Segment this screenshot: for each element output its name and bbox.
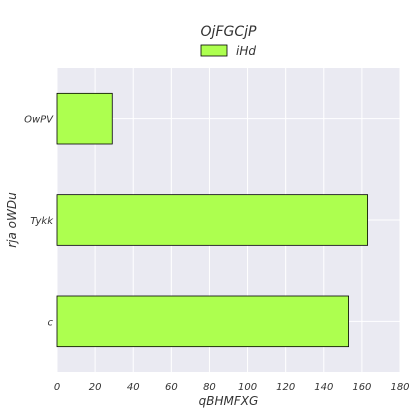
x-tick-label: 100 (238, 382, 257, 393)
x-tick-label: 180 (390, 382, 409, 393)
y-tick-label: OwPV (24, 115, 54, 126)
y-axis-title: rja oWDu (5, 192, 19, 248)
bars (56, 92, 369, 348)
legend-label: iHd (236, 44, 256, 58)
x-axis-title: qBHMFXG (199, 394, 259, 408)
x-tick-label: 140 (314, 382, 333, 393)
y-tick-labels: OwPV Tykk c (24, 115, 54, 329)
x-tick-label: 20 (89, 382, 102, 393)
x-tick-label: 120 (276, 382, 295, 393)
x-tick-label: 40 (127, 382, 140, 393)
bar-c (56, 295, 349, 348)
x-tick-label: 80 (203, 382, 216, 393)
x-tick-label: 60 (165, 382, 178, 393)
y-tick-label: Tykk (30, 216, 54, 227)
chart-title: OjFGCjP (201, 24, 257, 40)
legend: iHd (200, 44, 256, 58)
y-tick-label: c (48, 317, 54, 328)
x-tick-labels: 0 20 40 60 80 100 120 140 160 180 (54, 382, 410, 393)
bar-owpv (56, 92, 113, 145)
x-tick-label: 160 (352, 382, 371, 393)
x-tick-label: 0 (54, 382, 60, 393)
legend-swatch (200, 44, 228, 57)
bar-tykk (56, 194, 369, 246)
